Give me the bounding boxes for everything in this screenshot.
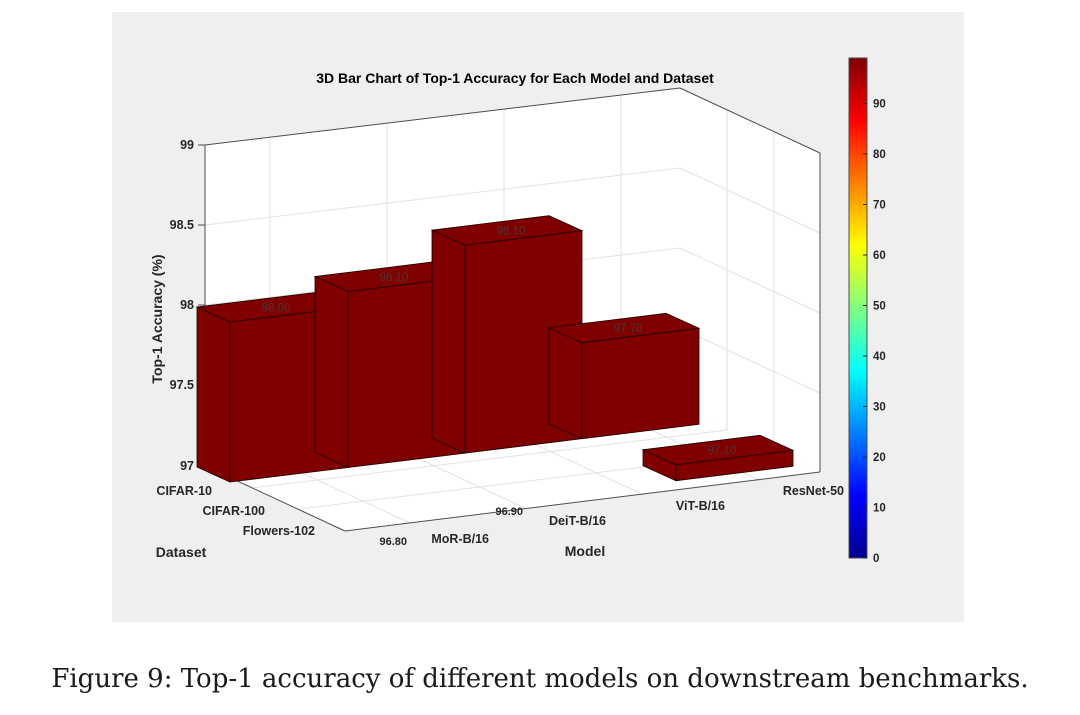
colorbar-ticks: 0 10 20 30 40 50 60 70 80 90 [863, 98, 886, 565]
z-axis-title: Top-1 Accuracy (%) [149, 254, 165, 383]
bar-top-face [430, 215, 584, 246]
colorbar-tick-label: 70 [873, 199, 886, 211]
colorbar [848, 57, 868, 559]
bar-3d [547, 312, 701, 440]
colorbar-tick-label: 80 [873, 149, 886, 161]
figure-panel: 98.00 98.10 98.10 97.70 97.10 3D Bar Chart o… [112, 12, 964, 622]
model-axis-title: Model [565, 543, 605, 559]
colorbar-tick-label: 40 [873, 351, 886, 363]
colorbar-tick-label: 30 [873, 401, 886, 413]
bar-value-label: 98.00 [262, 302, 291, 314]
floor [205, 409, 820, 531]
bar-labels-layer: 98.00 98.10 98.10 97.70 97.10 [262, 225, 737, 457]
bar-value-label: 97.10 [708, 445, 737, 457]
chart-title: 3D Bar Chart of Top-1 Accuracy for Each … [316, 70, 714, 86]
model-tick-label: ViT-B/16 [676, 499, 725, 513]
bars-layer [195, 215, 795, 483]
bar-value-label: 98.10 [380, 272, 409, 284]
model-tick-label: 96.90 [495, 506, 523, 518]
dataset-tick-label: Flowers-102 [243, 524, 315, 538]
bar-side-face [431, 229, 466, 454]
bar-3d [641, 434, 795, 482]
model-tick-label: DeiT-B/16 [549, 514, 606, 528]
colorbar-tick-label: 0 [873, 553, 879, 565]
colorbar-tick-label: 90 [873, 98, 886, 110]
bar-top-face [195, 292, 349, 323]
z-tick-label: 99 [180, 138, 194, 152]
colorbar-tick-label: 50 [873, 300, 886, 312]
model-tick-label: ResNet-50 [783, 484, 844, 498]
bar-side-face [196, 306, 231, 483]
figure-caption: Figure 9: Top-1 accuracy of different mo… [51, 664, 1029, 694]
bar-front-face [581, 327, 700, 440]
z-tick-label: 97.5 [170, 378, 194, 392]
dataset-tick-label: CIFAR-10 [156, 484, 212, 498]
bar-top-face [547, 312, 701, 344]
colorbar-tick-label: 20 [873, 452, 886, 464]
z-tick-label: 98 [180, 298, 194, 312]
dataset-tick-label: CIFAR-100 [202, 504, 265, 518]
z-tick-label: 98.5 [170, 218, 194, 232]
dataset-axis-title: Dataset [156, 544, 207, 560]
bar-top-face [641, 434, 795, 466]
bar-value-label: 98.10 [497, 225, 526, 237]
bar-value-label: 97.70 [614, 323, 643, 335]
colorbar-tick-label: 10 [873, 502, 886, 514]
model-tick-label: 96.80 [379, 536, 407, 548]
bar-side-face [314, 275, 349, 469]
model-tick-label: MoR-B/16 [431, 532, 489, 546]
bar-side-face [548, 327, 583, 440]
colorbar-tick-label: 60 [873, 250, 886, 262]
bar-chart-3d: 98.00 98.10 98.10 97.70 97.10 3D Bar Chart o… [149, 57, 886, 565]
z-tick-label: 97 [180, 459, 194, 473]
